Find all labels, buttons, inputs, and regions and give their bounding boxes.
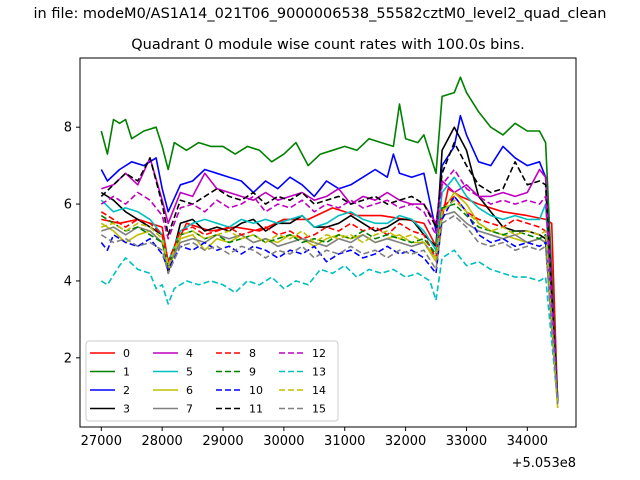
legend-label-1: 1 xyxy=(123,366,130,379)
x-tick-label: 30000 xyxy=(263,434,304,449)
legend-label-0: 0 xyxy=(123,347,130,360)
series-line-14 xyxy=(101,199,559,408)
x-tick-label: 34000 xyxy=(507,434,548,449)
y-tick-label: 2 xyxy=(64,351,72,366)
series-line-7 xyxy=(101,211,559,404)
legend-label-13: 13 xyxy=(312,366,326,379)
series-line-13 xyxy=(100,249,559,404)
series-line-12 xyxy=(100,168,559,404)
legend-label-8: 8 xyxy=(249,347,256,360)
series-line-10 xyxy=(100,195,559,404)
series-line-4 xyxy=(101,157,559,404)
x-tick-label: 28000 xyxy=(141,434,182,449)
x-tick-label: 29000 xyxy=(202,434,243,449)
legend-label-15: 15 xyxy=(312,403,326,416)
x-tick-label: 32000 xyxy=(385,434,426,449)
series-line-11 xyxy=(100,141,559,404)
legend-label-4: 4 xyxy=(186,347,193,360)
legend-label-5: 5 xyxy=(186,366,193,379)
legend-label-12: 12 xyxy=(312,347,326,360)
x-tick-label: 33000 xyxy=(446,434,487,449)
legend-label-2: 2 xyxy=(123,384,130,397)
series-line-1 xyxy=(100,76,559,401)
legend-label-11: 11 xyxy=(249,403,263,416)
series-line-8 xyxy=(100,195,559,404)
x-tick-label: 31000 xyxy=(324,434,365,449)
legend-label-14: 14 xyxy=(312,384,326,397)
axis-ticks: 27000 28000 29000 30000 31000 32000 33000 34000… xyxy=(64,121,548,449)
figure-suptitle: in file: modeM0/AS1A14_021T06_9000006538… xyxy=(34,6,607,22)
legend-label-3: 3 xyxy=(123,403,130,416)
series-layer xyxy=(100,76,559,408)
series-line-9 xyxy=(100,203,559,404)
legend-label-10: 10 xyxy=(249,384,263,397)
series-line-15 xyxy=(100,214,559,404)
legend-label-6: 6 xyxy=(186,384,193,397)
plot-title: Quadrant 0 module wise count rates with … xyxy=(131,37,525,53)
axes-frame xyxy=(79,57,577,428)
legend-label-9: 9 xyxy=(249,366,256,379)
y-tick-label: 8 xyxy=(64,121,72,136)
legend-box xyxy=(85,340,339,422)
y-tick-label: 6 xyxy=(64,198,72,213)
series-line-5 xyxy=(100,176,559,404)
x-offset-label: +5.053e8 xyxy=(512,456,576,471)
legend-label-7: 7 xyxy=(186,403,193,416)
x-tick-label: 27000 xyxy=(81,434,122,449)
y-tick-label: 4 xyxy=(64,274,72,289)
